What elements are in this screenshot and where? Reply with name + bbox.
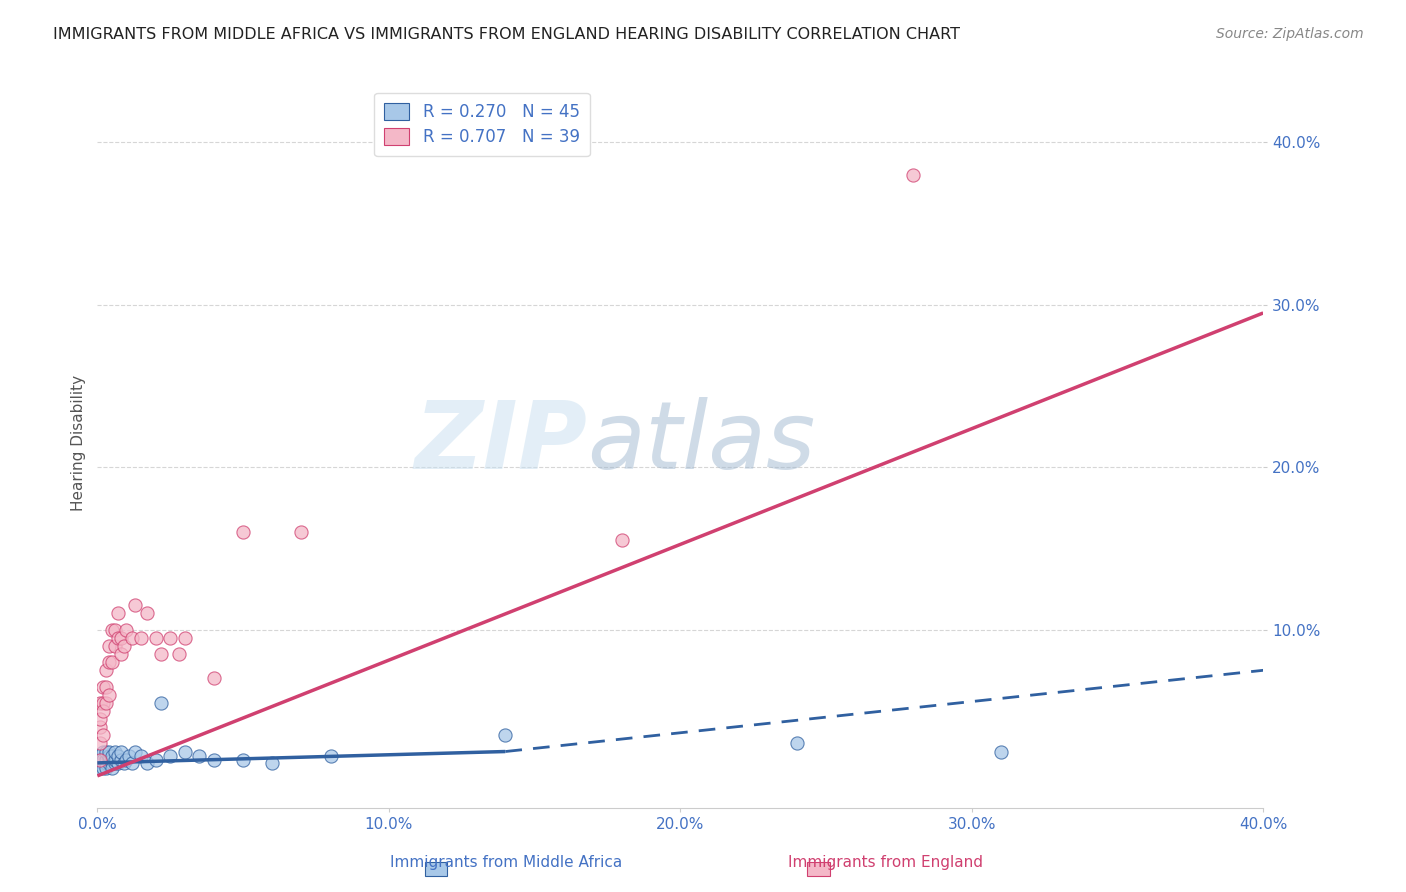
- Point: [121, 756, 143, 770]
- Point: [145, 753, 167, 767]
- Point: [89, 736, 111, 750]
- Legend: R = 0.270   N = 45, R = 0.707   N = 39: R = 0.270 N = 45, R = 0.707 N = 39: [374, 93, 589, 156]
- Point: [89, 753, 111, 767]
- Point: [115, 753, 138, 767]
- Point: [167, 647, 190, 661]
- Point: [135, 756, 157, 770]
- Point: [104, 753, 127, 767]
- Point: [262, 756, 284, 770]
- Point: [232, 753, 254, 767]
- Point: [494, 728, 516, 742]
- Point: [150, 647, 173, 661]
- Point: [91, 704, 114, 718]
- Point: [98, 655, 121, 669]
- Point: [173, 631, 195, 645]
- Point: [173, 745, 195, 759]
- Point: [118, 749, 141, 764]
- Text: Immigrants from Middle Africa: Immigrants from Middle Africa: [389, 855, 623, 870]
- Point: [202, 753, 225, 767]
- Point: [107, 607, 129, 621]
- Point: [94, 756, 117, 770]
- Text: atlas: atlas: [586, 398, 815, 489]
- Point: [107, 749, 129, 764]
- Y-axis label: Hearing Disability: Hearing Disability: [72, 375, 86, 511]
- Point: [124, 599, 146, 613]
- Point: [232, 525, 254, 540]
- Point: [104, 745, 127, 759]
- Point: [94, 680, 117, 694]
- Point: [104, 639, 127, 653]
- Point: [91, 761, 114, 775]
- Point: [91, 756, 114, 770]
- Point: [903, 168, 925, 182]
- Point: [98, 639, 121, 653]
- Point: [101, 749, 124, 764]
- Point: [94, 753, 117, 767]
- Point: [159, 749, 181, 764]
- Point: [89, 761, 111, 775]
- Point: [319, 749, 342, 764]
- Point: [290, 525, 312, 540]
- Point: [150, 696, 173, 710]
- Point: [112, 756, 135, 770]
- Point: [786, 736, 808, 750]
- Point: [610, 533, 633, 548]
- Point: [112, 639, 135, 653]
- Point: [89, 696, 111, 710]
- Point: [101, 655, 124, 669]
- Point: [101, 756, 124, 770]
- Point: [94, 663, 117, 677]
- Point: [89, 712, 111, 726]
- Point: [98, 756, 121, 770]
- Point: [101, 623, 124, 637]
- Point: [94, 696, 117, 710]
- Point: [129, 631, 152, 645]
- Point: [89, 749, 111, 764]
- Point: [101, 761, 124, 775]
- Point: [98, 749, 121, 764]
- Point: [104, 623, 127, 637]
- Point: [145, 631, 167, 645]
- Point: [110, 753, 132, 767]
- Point: [110, 647, 132, 661]
- Point: [94, 761, 117, 775]
- Point: [91, 753, 114, 767]
- Point: [89, 720, 111, 734]
- Point: [121, 631, 143, 645]
- Point: [98, 753, 121, 767]
- Point: [101, 753, 124, 767]
- Point: [91, 696, 114, 710]
- Point: [188, 749, 211, 764]
- Point: [129, 749, 152, 764]
- Point: [110, 631, 132, 645]
- Point: [135, 607, 157, 621]
- Point: [159, 631, 181, 645]
- Point: [98, 688, 121, 702]
- Text: Immigrants from England: Immigrants from England: [789, 855, 983, 870]
- Point: [89, 753, 111, 767]
- Point: [91, 680, 114, 694]
- Point: [107, 631, 129, 645]
- Point: [124, 745, 146, 759]
- Point: [98, 745, 121, 759]
- Point: [94, 745, 117, 759]
- Text: ZIP: ZIP: [415, 397, 586, 489]
- Point: [91, 745, 114, 759]
- Point: [115, 623, 138, 637]
- Point: [107, 756, 129, 770]
- Text: Source: ZipAtlas.com: Source: ZipAtlas.com: [1216, 27, 1364, 41]
- Point: [91, 728, 114, 742]
- Text: IMMIGRANTS FROM MIDDLE AFRICA VS IMMIGRANTS FROM ENGLAND HEARING DISABILITY CORR: IMMIGRANTS FROM MIDDLE AFRICA VS IMMIGRA…: [53, 27, 960, 42]
- Point: [110, 745, 132, 759]
- Point: [104, 756, 127, 770]
- Point: [990, 745, 1012, 759]
- Point: [202, 672, 225, 686]
